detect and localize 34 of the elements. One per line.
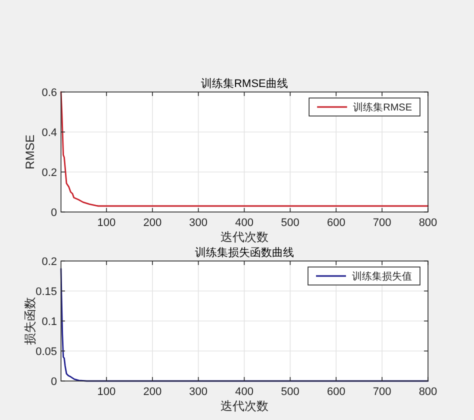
x-tick-label: 600 <box>326 386 346 398</box>
x-tick-label: 700 <box>372 217 392 229</box>
y-tick-label: 0.15 <box>36 286 57 298</box>
chart-title: 训练集RMSE曲线 <box>201 77 288 90</box>
x-tick-label: 200 <box>143 386 162 398</box>
x-tick-label: 200 <box>143 217 162 229</box>
x-tick-label: 500 <box>281 386 300 398</box>
x-tick-label: 100 <box>97 217 116 229</box>
x-tick-label: 700 <box>372 386 392 398</box>
y-tick-label: 0 <box>50 207 57 219</box>
x-tick-label: 500 <box>281 217 300 229</box>
x-tick-label: 400 <box>235 217 254 229</box>
x-tick-label: 300 <box>189 217 208 229</box>
y-axis-title: 损失函数 <box>23 297 37 345</box>
x-tick-label: 800 <box>418 217 438 229</box>
y-tick-label: 0.1 <box>42 316 57 328</box>
x-axis-title: 迭代次数 <box>220 230 268 244</box>
y-tick-label: 0.05 <box>36 346 57 358</box>
x-tick-label: 100 <box>97 386 116 398</box>
y-tick-label: 0 <box>50 376 57 388</box>
y-tick-label: 0.2 <box>42 256 57 268</box>
y-tick-label: 0.4 <box>42 127 57 139</box>
y-axis-title: RMSE <box>23 134 37 170</box>
chart-title: 训练集损失函数曲线 <box>195 246 294 259</box>
y-tick-label: 0.2 <box>42 167 57 179</box>
x-tick-label: 600 <box>326 217 346 229</box>
line-series <box>60 91 429 207</box>
x-tick-label: 400 <box>235 386 254 398</box>
x-axis-title: 迭代次数 <box>220 399 268 413</box>
legend-label: 训练集损失值 <box>352 270 412 282</box>
x-tick-label: 800 <box>418 386 438 398</box>
legend-label: 训练集RMSE <box>353 102 412 114</box>
x-tick-label: 300 <box>189 386 208 398</box>
y-tick-label: 0.6 <box>42 87 57 99</box>
